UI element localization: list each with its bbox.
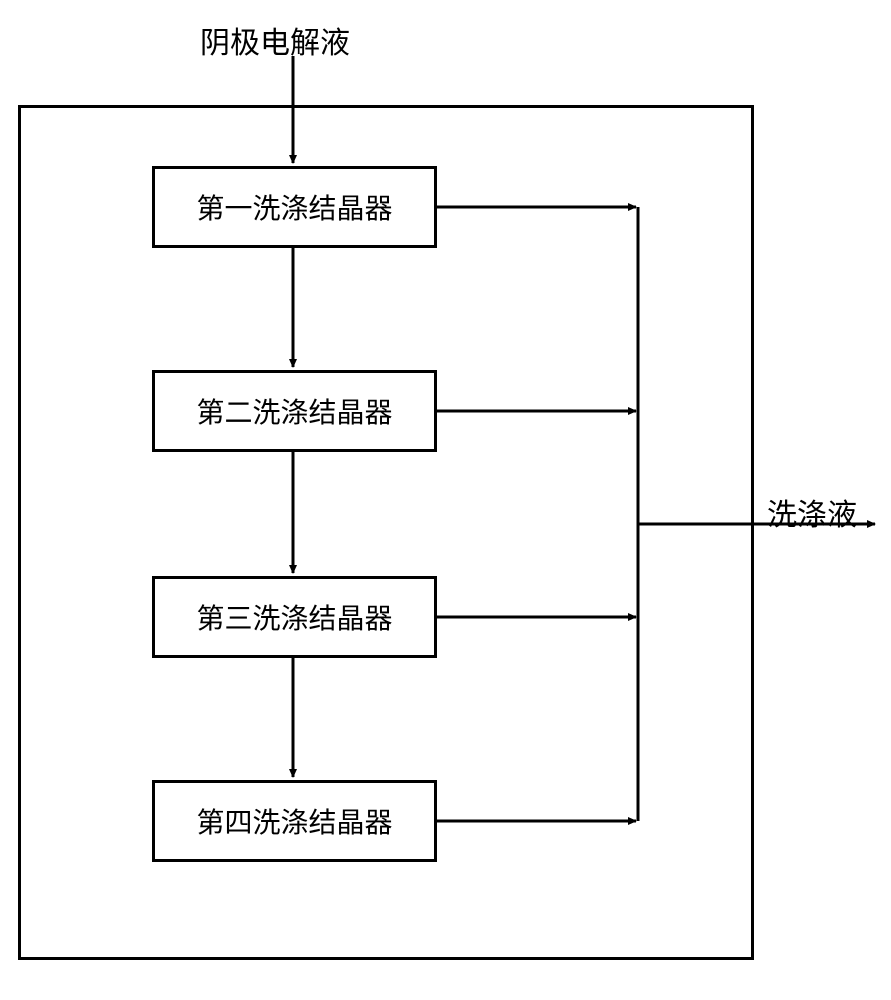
- box-1-label: 第一洗涤结晶器: [196, 187, 392, 227]
- box-crystallizer-3: 第三洗涤结晶器: [152, 576, 437, 658]
- box-3-label: 第三洗涤结晶器: [196, 597, 392, 637]
- input-label: 阴极电解液: [200, 18, 350, 62]
- box-crystallizer-2: 第二洗涤结晶器: [152, 370, 437, 452]
- flowchart-container: 阴极电解液 第一洗涤结晶器 第二洗涤结晶器 第三洗涤结晶器 第四洗涤结晶器 洗涤…: [0, 0, 891, 1000]
- box-4-label: 第四洗涤结晶器: [196, 801, 392, 841]
- box-crystallizer-1: 第一洗涤结晶器: [152, 166, 437, 248]
- box-crystallizer-4: 第四洗涤结晶器: [152, 780, 437, 862]
- output-label: 洗涤液: [767, 490, 857, 534]
- box-2-label: 第二洗涤结晶器: [196, 391, 392, 431]
